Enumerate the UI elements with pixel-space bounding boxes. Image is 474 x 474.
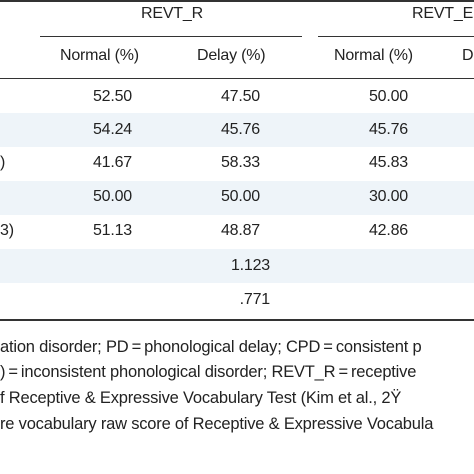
footnote-line-2: ) = inconsistent phonological disorder; …: [0, 363, 417, 381]
cell-row4-revt-r-normal: 50.00: [92, 188, 132, 205]
stat-value-1: 1.123: [230, 257, 270, 274]
revt-r-group-rule: [40, 36, 302, 37]
sub-header-revt-r-delay: Delay (%): [197, 47, 266, 64]
row-band: [0, 181, 474, 215]
cell-row5-revt-r-normal: 51.13: [92, 222, 132, 239]
footnote-line-1: ation disorder; PD = phonological delay;…: [0, 338, 422, 356]
stat-value-2: .771: [239, 291, 271, 308]
sub-header-revt-r-normal: Normal (%): [60, 47, 139, 64]
sub-header-revt-e-normal: Normal (%): [334, 47, 413, 64]
footnote-line-4: re vocabulary raw score of Receptive & E…: [0, 415, 434, 433]
table-top-rule: [0, 0, 474, 2]
group-header-revt-e: REVT_E: [412, 5, 474, 22]
cell-row2-revt-e-normal: 45.76: [368, 121, 408, 138]
row5-label-fragment: 3): [0, 222, 14, 239]
cell-row4-revt-e-normal: 30.00: [368, 188, 408, 205]
row3-label-fragment: ): [0, 154, 6, 171]
cell-row2-revt-r-normal: 54.24: [92, 121, 132, 138]
table-bottom-rule: [0, 319, 474, 321]
cell-row5-revt-r-delay: 48.87: [220, 222, 260, 239]
cell-row4-revt-r-delay: 50.00: [220, 188, 260, 205]
cell-row3-revt-r-normal: 41.67: [92, 154, 132, 171]
row-band: [0, 249, 474, 283]
cell-row1-revt-e-normal: 50.00: [368, 88, 408, 105]
cell-row3-revt-r-delay: 58.33: [220, 154, 260, 171]
cell-row5-revt-e-normal: 42.86: [368, 222, 408, 239]
sub-header-revt-e-delay: Delay (%): [462, 47, 474, 64]
cell-row3-revt-e-normal: 45.83: [368, 154, 408, 171]
cell-row1-revt-r-normal: 52.50: [92, 88, 132, 105]
cell-row1-revt-r-delay: 47.50: [220, 88, 260, 105]
group-header-revt-r: REVT_R: [141, 5, 203, 22]
cell-row2-revt-r-delay: 45.76: [220, 121, 260, 138]
revt-e-group-rule: [318, 36, 474, 37]
row-band: [0, 113, 474, 147]
footnote-line-3: f Receptive & Expressive Vocabulary Test…: [0, 389, 402, 407]
header-bottom-rule: [0, 78, 474, 79]
